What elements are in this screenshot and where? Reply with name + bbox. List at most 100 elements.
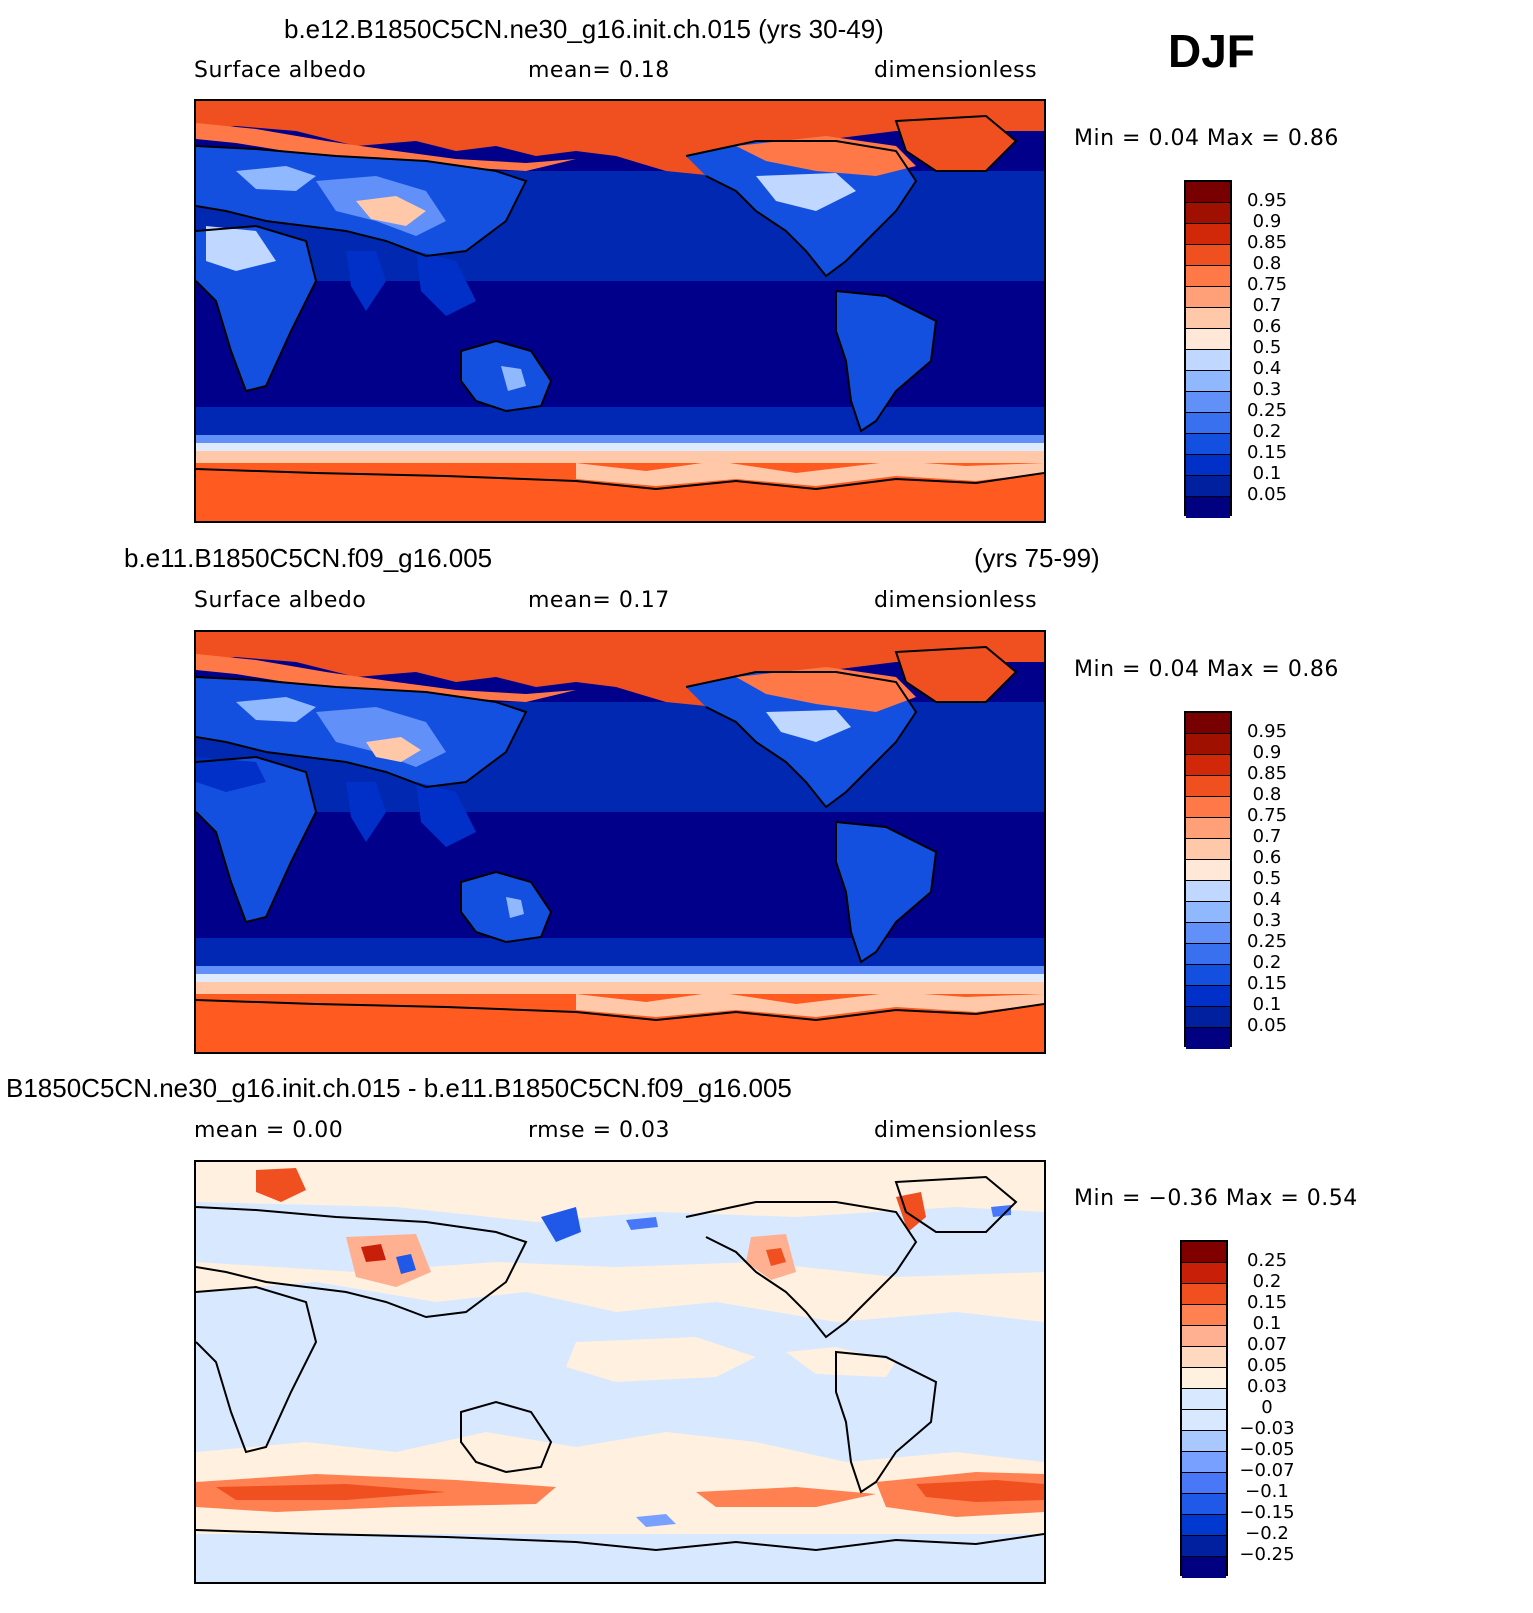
colorbar-level-label: 0.15 bbox=[1246, 1292, 1288, 1313]
season-label: DJF bbox=[1168, 25, 1255, 77]
panel-1-mean: mean= 0.18 bbox=[528, 58, 670, 83]
colorbar-swatch bbox=[1186, 392, 1230, 413]
colorbar-swatch bbox=[1186, 287, 1230, 308]
colorbar-level-label: −0.25 bbox=[1239, 1544, 1295, 1565]
colorbar-level-label: 0.25 bbox=[1246, 400, 1288, 421]
colorbar-swatch bbox=[1186, 1028, 1230, 1049]
colorbar-swatch bbox=[1186, 1007, 1230, 1028]
colorbar-swatch bbox=[1182, 1410, 1226, 1431]
colorbar-level-label: 0 bbox=[1261, 1397, 1273, 1418]
colorbar-swatch bbox=[1186, 329, 1230, 350]
panel-3-colorbar bbox=[1180, 1240, 1228, 1578]
colorbar-swatch bbox=[1182, 1494, 1226, 1515]
colorbar-level-label: 0.85 bbox=[1246, 232, 1288, 253]
colorbar-swatch bbox=[1186, 497, 1230, 518]
colorbar-level-label: 0.05 bbox=[1246, 1355, 1288, 1376]
colorbar-level-label: 0.7 bbox=[1252, 295, 1282, 316]
colorbar-swatch bbox=[1186, 245, 1230, 266]
colorbar-level-label: 0.05 bbox=[1246, 484, 1288, 505]
colorbar-swatch bbox=[1182, 1536, 1226, 1557]
colorbar-swatch bbox=[1186, 755, 1230, 776]
colorbar-level-label: 0.8 bbox=[1252, 253, 1282, 274]
colorbar-swatch bbox=[1186, 818, 1230, 839]
colorbar-swatch bbox=[1186, 881, 1230, 902]
colorbar-swatch bbox=[1186, 224, 1230, 245]
colorbar-level-label: −0.1 bbox=[1245, 1481, 1289, 1502]
colorbar-level-label: 0.1 bbox=[1252, 1313, 1282, 1334]
colorbar-level-label: 0.05 bbox=[1246, 1015, 1288, 1036]
colorbar-level-label: 0.2 bbox=[1252, 421, 1282, 442]
colorbar-swatch bbox=[1186, 203, 1230, 224]
colorbar-swatch bbox=[1182, 1515, 1226, 1536]
panel-3-rmse: rmse = 0.03 bbox=[528, 1118, 670, 1143]
colorbar-level-label: 0.9 bbox=[1252, 211, 1282, 232]
panel-2-map bbox=[194, 630, 1046, 1054]
panel-1-title: b.e12.B1850C5CN.ne30_g16.init.ch.015 (yr… bbox=[284, 14, 884, 44]
colorbar-swatch bbox=[1186, 308, 1230, 329]
colorbar-level-label: 0.15 bbox=[1246, 442, 1288, 463]
colorbar-level-label: 0.95 bbox=[1246, 721, 1288, 742]
colorbar-level-label: 0.15 bbox=[1246, 973, 1288, 994]
colorbar-level-label: −0.03 bbox=[1239, 1418, 1295, 1439]
colorbar-level-label: −0.05 bbox=[1239, 1439, 1295, 1460]
colorbar-level-label: 0.2 bbox=[1252, 952, 1282, 973]
colorbar-swatch bbox=[1186, 434, 1230, 455]
panel-2-variable: Surface albedo bbox=[194, 588, 367, 613]
colorbar-swatch bbox=[1186, 455, 1230, 476]
colorbar-level-label: 0.2 bbox=[1252, 1271, 1282, 1292]
colorbar-swatch bbox=[1182, 1284, 1226, 1305]
colorbar-swatch bbox=[1182, 1263, 1226, 1284]
colorbar-swatch bbox=[1186, 476, 1230, 497]
panel-1-colorbar bbox=[1184, 180, 1232, 518]
colorbar-swatch bbox=[1186, 839, 1230, 860]
colorbar-level-label: 0.3 bbox=[1252, 379, 1282, 400]
colorbar-level-label: 0.75 bbox=[1246, 805, 1288, 826]
colorbar-level-label: 0.5 bbox=[1252, 337, 1282, 358]
colorbar-swatch bbox=[1182, 1389, 1226, 1410]
panel-2-units: dimensionless bbox=[874, 588, 1038, 613]
colorbar-swatch bbox=[1186, 182, 1230, 203]
colorbar-swatch bbox=[1186, 413, 1230, 434]
colorbar-level-label: 0.4 bbox=[1252, 889, 1282, 910]
colorbar-level-label: 0.1 bbox=[1252, 994, 1282, 1015]
colorbar-swatch bbox=[1186, 713, 1230, 734]
colorbar-level-label: 0.8 bbox=[1252, 784, 1282, 805]
colorbar-level-label: −0.07 bbox=[1239, 1460, 1295, 1481]
colorbar-swatch bbox=[1186, 797, 1230, 818]
colorbar-swatch bbox=[1186, 965, 1230, 986]
colorbar-swatch bbox=[1182, 1347, 1226, 1368]
panel-3-mean: mean = 0.00 bbox=[194, 1118, 344, 1143]
panel-3-minmax: Min = −0.36 Max = 0.54 bbox=[1074, 1186, 1358, 1211]
colorbar-level-label: 0.6 bbox=[1252, 316, 1282, 337]
panel-3-title: B1850C5CN.ne30_g16.init.ch.015 - b.e11.B… bbox=[6, 1073, 792, 1103]
colorbar-level-label: 0.75 bbox=[1246, 274, 1288, 295]
colorbar-swatch bbox=[1186, 266, 1230, 287]
panel-3-units: dimensionless bbox=[874, 1118, 1038, 1143]
panel-1-minmax: Min = 0.04 Max = 0.86 bbox=[1074, 126, 1339, 151]
colorbar-swatch bbox=[1182, 1452, 1226, 1473]
colorbar-level-label: 0.07 bbox=[1246, 1334, 1288, 1355]
colorbar-swatch bbox=[1186, 371, 1230, 392]
colorbar-level-label: 0.85 bbox=[1246, 763, 1288, 784]
colorbar-level-label: 0.9 bbox=[1252, 742, 1282, 763]
colorbar-swatch bbox=[1186, 350, 1230, 371]
colorbar-level-label: 0.03 bbox=[1246, 1376, 1288, 1397]
colorbar-swatch bbox=[1182, 1242, 1226, 1263]
colorbar-swatch bbox=[1182, 1557, 1226, 1578]
colorbar-swatch bbox=[1186, 902, 1230, 923]
panel-1-variable: Surface albedo bbox=[194, 58, 367, 83]
colorbar-level-label: 0.7 bbox=[1252, 826, 1282, 847]
panel-2-mean: mean= 0.17 bbox=[528, 588, 670, 613]
colorbar-level-label: −0.15 bbox=[1239, 1502, 1295, 1523]
colorbar-level-label: 0.95 bbox=[1246, 190, 1288, 211]
colorbar-swatch bbox=[1182, 1305, 1226, 1326]
colorbar-swatch bbox=[1182, 1326, 1226, 1347]
colorbar-swatch bbox=[1186, 923, 1230, 944]
colorbar-level-label: 0.25 bbox=[1246, 1250, 1288, 1271]
colorbar-level-label: 0.1 bbox=[1252, 463, 1282, 484]
colorbar-swatch bbox=[1182, 1473, 1226, 1494]
colorbar-level-label: 0.6 bbox=[1252, 847, 1282, 868]
panel-2-years: (yrs 75-99) bbox=[974, 543, 1100, 573]
colorbar-swatch bbox=[1182, 1368, 1226, 1389]
colorbar-level-label: 0.25 bbox=[1246, 931, 1288, 952]
